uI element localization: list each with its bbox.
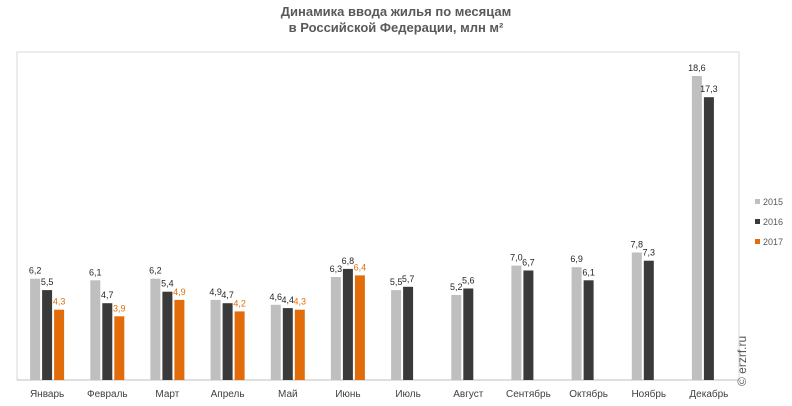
value-label-2017-6: 6,4 <box>354 262 367 272</box>
x-tick-label-12: Декабрь <box>689 388 728 400</box>
value-label-2017-4: 4,2 <box>233 298 246 308</box>
value-label-2017-2: 3,9 <box>113 303 126 313</box>
legend: 2015 2016 2017 <box>755 197 783 247</box>
bar-2017-6 <box>354 275 365 380</box>
value-label-2017-3: 4,9 <box>173 287 186 297</box>
legend-swatch-2017 <box>755 239 760 244</box>
value-label-2016-3: 5,4 <box>161 279 174 289</box>
legend-swatch-2015 <box>755 199 760 204</box>
bar-2015-6 <box>330 277 341 380</box>
value-label-2016-12: 17,3 <box>700 84 718 94</box>
bar-2017-2 <box>114 316 125 380</box>
bar-series-group <box>30 76 714 380</box>
bar-2016-6 <box>342 268 353 380</box>
x-tick-label-5: Май <box>278 389 298 400</box>
watermark-text: © erzrf.ru <box>735 336 749 386</box>
bar-2016-5 <box>282 308 293 380</box>
value-label-2016-9: 6,7 <box>522 258 535 268</box>
bar-2016-3 <box>162 291 173 380</box>
bar-2016-8 <box>463 288 474 380</box>
bar-2017-5 <box>294 309 305 380</box>
bar-2015-8 <box>451 295 462 380</box>
x-tick-label-1: Январь <box>30 389 64 400</box>
bar-2017-4 <box>234 311 245 380</box>
bar-2017-1 <box>54 309 65 380</box>
watermark: © erzrf.ru <box>732 288 752 388</box>
x-tick-label-4: Апрель <box>211 389 245 400</box>
value-label-2016-8: 5,6 <box>462 276 475 286</box>
value-label-2015-8: 5,2 <box>450 282 463 292</box>
x-tick-label-8: Август <box>453 389 484 400</box>
bar-2016-12 <box>703 97 714 380</box>
x-tick-label-11: Ноябрь <box>631 388 666 400</box>
value-label-2015-6: 6,3 <box>330 264 343 274</box>
x-tick-label-9: Сентябрь <box>506 388 551 400</box>
value-label-2017-1: 4,3 <box>53 297 66 307</box>
value-label-2016-11: 7,3 <box>643 248 656 258</box>
chart-title-line-1: Динамика ввода жилья по месяцам <box>280 4 512 19</box>
bar-2016-10 <box>583 280 594 380</box>
bar-2016-1 <box>42 290 53 380</box>
bar-2015-11 <box>631 252 642 380</box>
value-label-2015-11: 7,8 <box>631 240 644 250</box>
legend-label-2016: 2016 <box>763 217 783 227</box>
bar-2015-10 <box>571 267 582 380</box>
bar-2015-3 <box>150 278 161 380</box>
bar-2015-2 <box>90 280 101 380</box>
x-tick-label-10: Октябрь <box>569 388 608 400</box>
x-tick-labels-group: Январь Февраль Март Апрель Май Июнь Июль Август… <box>30 388 728 400</box>
bar-2015-9 <box>511 265 522 380</box>
legend-label-2017: 2017 <box>763 237 783 247</box>
chart-title-line-2: в Российской Федерации, млн м² <box>288 20 504 35</box>
value-label-2015-10: 6,9 <box>570 254 583 264</box>
value-label-2016-4: 4,7 <box>221 290 234 300</box>
x-tick-label-6: Июнь <box>335 389 360 400</box>
x-tick-label-2: Февраль <box>87 389 128 400</box>
value-label-2015-4: 4,9 <box>209 287 222 297</box>
value-label-2015-9: 7,0 <box>510 253 523 263</box>
value-label-2016-6: 6,8 <box>342 256 355 266</box>
value-label-2016-7: 5,7 <box>402 274 415 284</box>
value-label-2016-10: 6,1 <box>582 267 595 277</box>
value-labels-group: 6,25,54,36,14,73,96,25,44,9 4,9 4,74,24,6 4… <box>29 63 718 313</box>
value-label-2015-1: 6,2 <box>29 266 42 276</box>
value-label-2017-5: 4,3 <box>294 297 307 307</box>
value-label-2016-1: 5,5 <box>41 277 54 287</box>
legend-label-2015: 2015 <box>763 197 783 207</box>
value-label-2016-2: 4,7 <box>101 290 114 300</box>
bar-2016-2 <box>102 303 113 380</box>
bar-2015-12 <box>691 76 702 380</box>
bar-2015-5 <box>270 304 281 380</box>
value-label-2015-2: 6,1 <box>89 267 102 277</box>
x-tick-label-7: Июль <box>395 389 421 400</box>
bar-2015-7 <box>391 290 402 380</box>
bar-2016-7 <box>403 286 414 380</box>
value-label-2015-7: 5,5 <box>390 277 403 287</box>
bar-2016-4 <box>222 303 233 380</box>
bar-2015-4 <box>210 299 221 380</box>
bar-2015-1 <box>30 278 41 380</box>
value-label-2015-12: 18,6 <box>688 63 706 73</box>
value-label-2016-5: 4,4 <box>282 295 295 305</box>
bar-2017-3 <box>174 299 185 380</box>
plot-area <box>16 51 740 381</box>
bar-2016-9 <box>523 270 534 380</box>
bar-2016-11 <box>643 260 654 380</box>
legend-swatch-2016 <box>755 219 760 224</box>
value-label-2015-5: 4,6 <box>270 292 283 302</box>
value-label-2015-3: 6,2 <box>149 266 162 276</box>
x-tick-label-3: Март <box>155 389 179 400</box>
chart-title: Динамика ввода жилья по месяцам в Россий… <box>0 4 792 36</box>
